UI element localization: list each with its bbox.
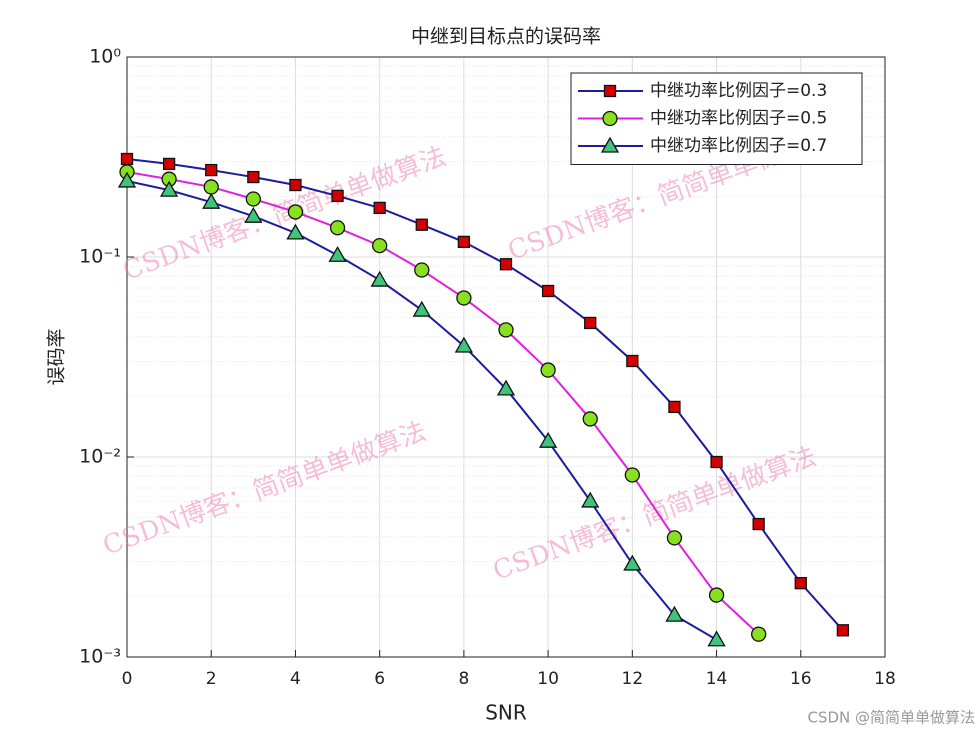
marker — [328, 245, 347, 262]
marker — [668, 400, 681, 414]
x-tick-label: 14 — [706, 669, 728, 689]
marker — [159, 180, 179, 197]
series-line — [126, 171, 760, 635]
marker — [245, 191, 261, 207]
marker — [120, 152, 134, 166]
y-tick-label: 10⁻³ — [79, 646, 121, 668]
marker — [457, 235, 471, 249]
x-tick-label: 12 — [622, 669, 644, 689]
marker — [751, 626, 767, 642]
marker — [752, 517, 765, 531]
plot-frame — [126, 56, 886, 658]
marker — [707, 630, 726, 647]
marker — [496, 379, 516, 396]
marker — [287, 204, 304, 220]
marker — [372, 237, 388, 254]
marker — [247, 170, 260, 184]
x-tick-label: 4 — [290, 669, 301, 689]
legend-label: 中继功率比例因子=0.5 — [650, 109, 827, 129]
legend-label: 中继功率比例因子=0.3 — [650, 81, 827, 101]
chart-title: 中继到目标点的误码率 — [411, 26, 601, 48]
marker — [624, 467, 640, 483]
marker — [584, 316, 597, 330]
marker — [202, 192, 221, 209]
marker — [370, 270, 389, 287]
x-axis-label: SNR — [485, 701, 527, 725]
y-tick-label: 10⁻¹ — [79, 246, 121, 268]
marker — [286, 223, 305, 240]
series-line — [126, 158, 844, 631]
marker — [331, 189, 344, 203]
marker — [329, 220, 346, 236]
marker — [203, 179, 219, 195]
marker — [538, 431, 558, 448]
marker — [710, 455, 723, 469]
marker — [499, 258, 513, 271]
x-tick-label: 2 — [206, 669, 217, 689]
marker — [541, 284, 555, 298]
marker — [244, 206, 263, 223]
marker — [540, 362, 556, 378]
marker — [626, 354, 639, 368]
marker — [581, 491, 600, 508]
marker — [623, 554, 642, 571]
marker — [414, 262, 430, 278]
marker — [582, 411, 598, 427]
legend-marker — [603, 84, 617, 98]
x-tick-label: 16 — [790, 669, 812, 689]
marker — [836, 624, 850, 637]
marker — [162, 157, 176, 171]
marker — [665, 605, 684, 622]
legend-box — [570, 72, 863, 165]
x-tick-label: 10 — [537, 669, 559, 689]
marker — [205, 163, 218, 177]
x-tick-label: 8 — [458, 669, 469, 689]
marker — [708, 587, 725, 603]
marker — [794, 577, 807, 590]
marker — [454, 336, 474, 353]
x-tick-label: 18 — [874, 669, 896, 689]
footer: CSDN @简简单单做算法 — [807, 709, 975, 727]
marker — [117, 171, 137, 188]
legend-label: 中继功率比例因子=0.7 — [650, 136, 827, 156]
marker — [289, 178, 302, 192]
y-tick-label: 10⁻² — [79, 446, 121, 468]
marker — [415, 218, 428, 231]
marker — [666, 530, 683, 546]
x-tick-label: 0 — [122, 669, 133, 689]
marker — [498, 322, 514, 338]
y-axis-label: 误码率 — [46, 328, 68, 385]
x-tick-label: 6 — [374, 669, 385, 689]
marker — [412, 300, 431, 317]
y-tick-label: 10⁰ — [89, 46, 121, 68]
legend-marker — [600, 136, 620, 153]
legend-marker — [602, 110, 618, 127]
marker — [373, 201, 386, 215]
marker — [456, 290, 472, 306]
